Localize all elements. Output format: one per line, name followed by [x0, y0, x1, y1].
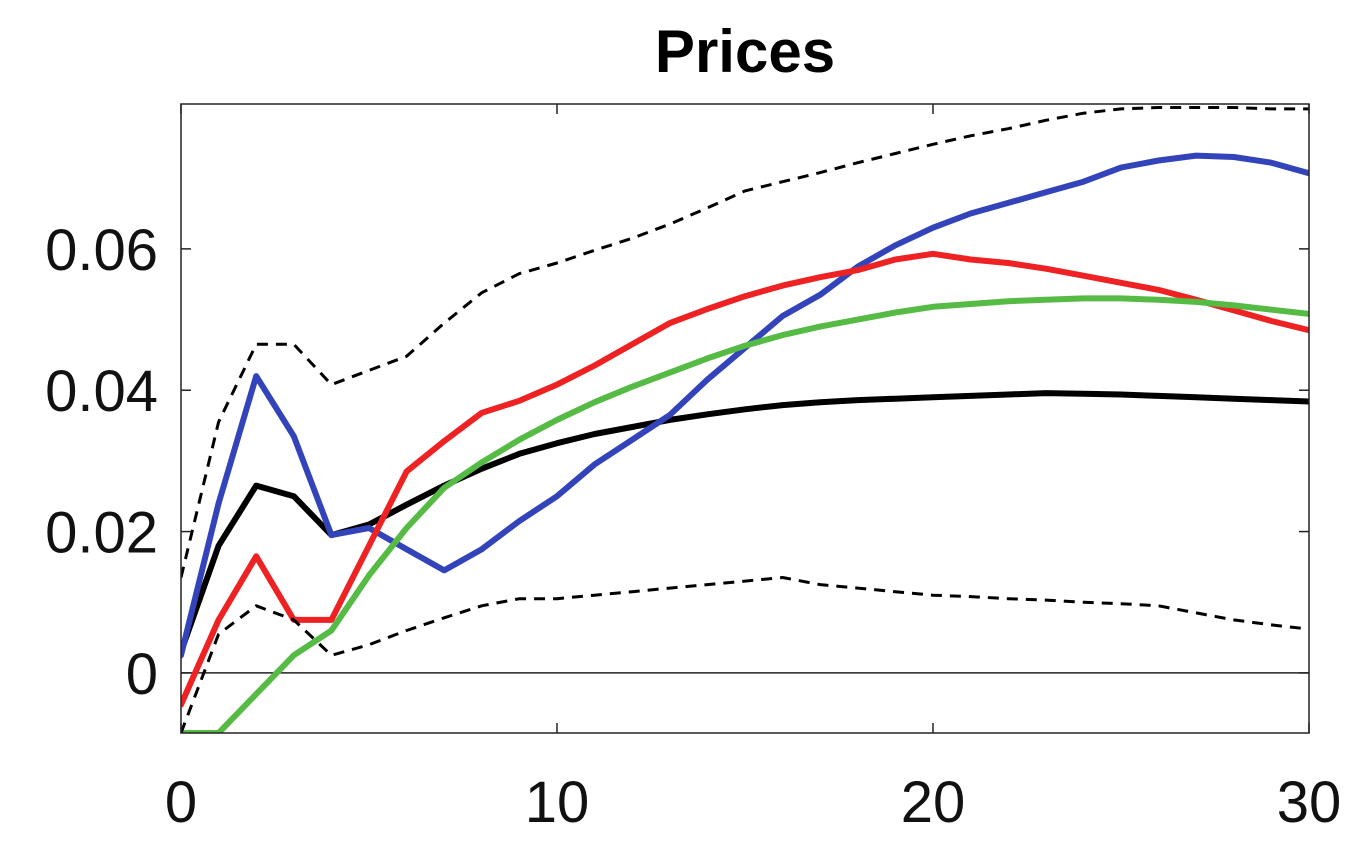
y-tick-label: 0.06 — [45, 218, 158, 283]
series-layer — [181, 106, 1309, 733]
x-tick-label: 30 — [1277, 770, 1342, 835]
series-line-4 — [181, 295, 1309, 733]
plot-frame — [180, 103, 1310, 734]
y-tick-label: 0.02 — [45, 501, 158, 566]
tick-layer — [180, 104, 1310, 733]
series-line-1 — [181, 390, 1309, 655]
series-line-5-dashed — [181, 106, 1309, 578]
tick-label-layer: 0 10 20 30 0 0.02 0.04 0.06 — [45, 218, 1341, 835]
x-tick-label: 0 — [165, 770, 197, 835]
y-tick-label: 0.04 — [45, 359, 158, 424]
y-tick-label: 0 — [126, 642, 158, 707]
series-line-3 — [181, 250, 1309, 708]
x-tick-label: 20 — [901, 770, 966, 835]
chart-title: Prices — [655, 18, 835, 85]
series-line-6-dashed — [181, 576, 1309, 733]
x-tick-label: 10 — [525, 770, 590, 835]
